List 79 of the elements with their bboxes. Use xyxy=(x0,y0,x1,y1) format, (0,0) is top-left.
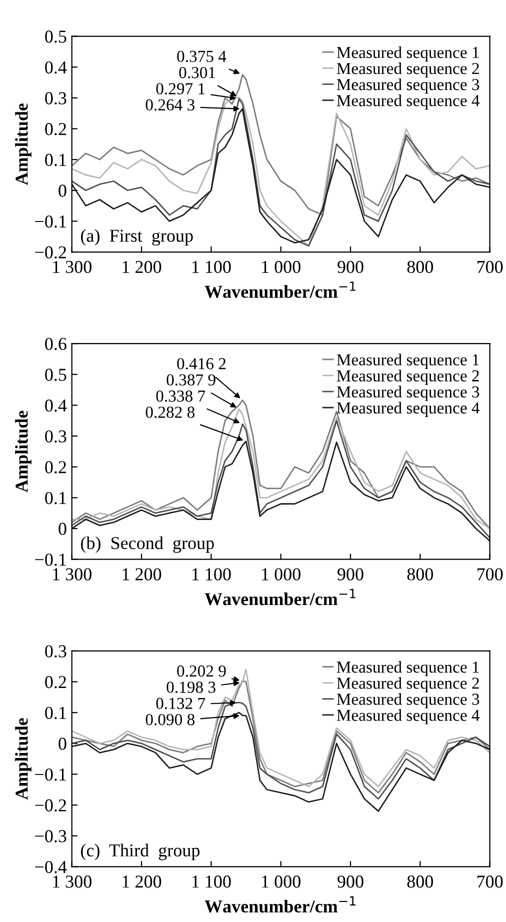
y-tick-label: −0.1 xyxy=(35,215,66,228)
annotation: 0.132 7 xyxy=(156,698,206,710)
x-axis-title: Wavenumber/cm$^{−1}$ xyxy=(204,896,356,913)
x-tick-label: 1 000 xyxy=(262,568,300,580)
x-tick-label: 1 200 xyxy=(122,876,162,888)
annotation: 0.090 8 xyxy=(146,714,195,726)
legend-label: Measured sequence 4 xyxy=(336,94,480,110)
legend-label: Measured sequence 4 xyxy=(336,709,480,724)
x-tick-label: 700 xyxy=(477,568,503,580)
y-axis-title: Amplitude xyxy=(15,103,32,186)
annotation: (a) First group xyxy=(81,229,193,246)
y-tick-label: −0.2 xyxy=(35,246,66,259)
y-axis-title: Amplitude xyxy=(15,410,32,492)
x-axis-title: Wavenumber/cm$^{−1}$ xyxy=(204,588,356,606)
y-tick-label: −0.3 xyxy=(35,830,66,842)
y-tick-label: 0.4 xyxy=(45,61,67,74)
x-tick-label: 1 100 xyxy=(192,260,231,274)
y-tick-label: 0.2 xyxy=(45,676,66,688)
y-tick-label: 0.3 xyxy=(45,92,66,104)
y-axis-title: Amplitude xyxy=(15,718,32,800)
x-tick-label: 900 xyxy=(338,260,364,274)
x-tick-label: 1 300 xyxy=(53,568,92,580)
x-tick-label: 1 300 xyxy=(53,876,92,888)
legend-label: Measured sequence 1 xyxy=(336,46,479,62)
x-tick-label: 800 xyxy=(407,876,433,888)
annotation: (c) Third group xyxy=(81,844,200,860)
y-tick-label: 0 xyxy=(58,184,66,197)
legend-label: Measured sequence 3 xyxy=(336,78,480,94)
x-tick-label: 1 000 xyxy=(262,260,300,274)
y-tick-label: 0.6 xyxy=(45,338,66,350)
x-tick-label: 900 xyxy=(338,568,364,580)
x-tick-label: 1 300 xyxy=(53,260,92,274)
annotation: 0.416 2 xyxy=(177,358,226,370)
annotation: 0.387 9 xyxy=(166,374,216,386)
x-tick-label: 1 200 xyxy=(122,568,162,580)
y-tick-label: −0.1 xyxy=(35,554,66,566)
x-tick-label: 1 100 xyxy=(192,876,231,888)
legend-label: Measured sequence 2 xyxy=(336,370,479,385)
x-tick-label: 1 000 xyxy=(262,876,300,888)
y-tick-label: 0.4 xyxy=(45,400,67,412)
y-tick-label: 0.5 xyxy=(45,368,66,381)
x-tick-label: 700 xyxy=(477,260,503,274)
y-tick-label: −0.1 xyxy=(35,768,66,781)
y-tick-label: 0.3 xyxy=(45,645,66,658)
annotation: (b) Second group xyxy=(81,536,214,553)
y-tick-label: 0.2 xyxy=(45,122,66,136)
x-axis-title: Wavenumber/cm$^{−1}$ xyxy=(204,282,356,298)
legend-label: Measured sequence 3 xyxy=(336,693,480,708)
y-tick-label: 0 xyxy=(58,738,66,750)
annotation: 0.202 9 xyxy=(177,665,226,677)
y-tick-label: 0.1 xyxy=(45,706,66,720)
annotation: 0.301 xyxy=(179,66,216,78)
y-tick-label: 0.2 xyxy=(45,461,66,474)
y-tick-label: −0.4 xyxy=(35,860,67,874)
x-tick-label: 800 xyxy=(407,260,433,274)
x-tick-label: 1 100 xyxy=(192,568,231,580)
line-series xyxy=(72,420,490,538)
legend-label: Measured sequence 1 xyxy=(336,661,479,676)
legend-label: Measured sequence 4 xyxy=(336,402,480,417)
y-tick-label: 0 xyxy=(58,522,66,535)
y-tick-label: 0.5 xyxy=(45,30,66,43)
annotation: 0.338 7 xyxy=(156,390,206,402)
y-tick-label: 0.1 xyxy=(45,154,66,166)
x-tick-label: 700 xyxy=(477,876,503,888)
y-tick-label: 0.3 xyxy=(45,430,66,443)
y-tick-label: 0.1 xyxy=(45,492,66,504)
annotation: 0.264 3 xyxy=(146,99,194,111)
legend-label: Measured sequence 2 xyxy=(336,62,479,78)
x-tick-label: 1 200 xyxy=(122,260,162,274)
x-tick-label: 800 xyxy=(407,568,433,580)
annotation: 0.198 3 xyxy=(166,682,216,693)
legend-label: Measured sequence 1 xyxy=(336,354,479,369)
annotation: 0.297 1 xyxy=(156,83,205,94)
annotation: 0.282 8 xyxy=(146,406,195,418)
y-tick-label: −0.2 xyxy=(35,799,66,812)
legend-label: Measured sequence 3 xyxy=(336,386,480,401)
annotation: 0.375 4 xyxy=(177,50,226,62)
legend-label: Measured sequence 2 xyxy=(336,677,479,692)
x-tick-label: 900 xyxy=(338,876,364,888)
